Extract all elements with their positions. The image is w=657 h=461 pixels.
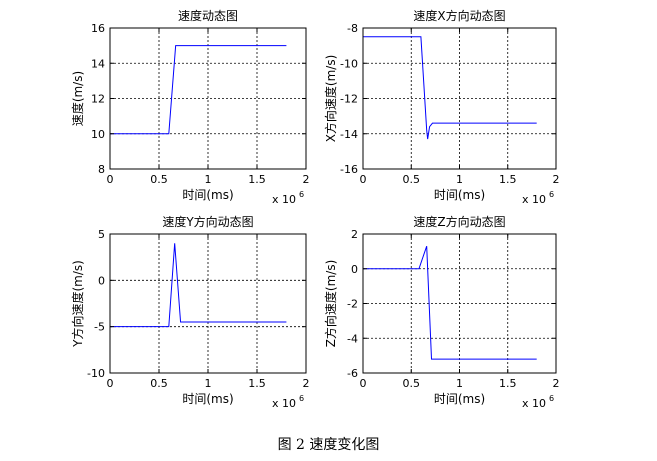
x-axis-label: 时间(ms) [434, 188, 485, 202]
chart-title: 速度Y方向动态图 [162, 214, 253, 229]
x-multiplier-label: x 10 [272, 397, 296, 410]
chart-title: 速度X方向动态图 [413, 8, 505, 23]
y-tick-label: 8 [98, 163, 105, 176]
x-tick-label: 0.5 [403, 377, 421, 390]
x-tick-label: 2 [303, 377, 310, 390]
x-tick-label: 0 [360, 377, 367, 390]
y-axis-label: 速度(m/s) [70, 71, 85, 126]
x-axis-label: 时间(ms) [434, 392, 485, 406]
y-tick-label: 0 [98, 274, 105, 287]
x-multiplier-label: x 10 [522, 193, 546, 206]
series-line-1 [363, 36, 537, 140]
x-multiplier-exponent: 6 [299, 394, 304, 403]
x-multiplier-label: x 10 [272, 193, 296, 206]
y-tick-label: -6 [347, 367, 358, 380]
y-tick-label: 0 [351, 263, 358, 276]
y-tick-label: -10 [340, 57, 358, 70]
chart-title: 速度Z方向动态图 [413, 214, 505, 229]
figure-caption: 图 2 速度变化图 [277, 437, 380, 453]
x-axis-label: 时间(ms) [182, 392, 233, 406]
x-tick-label: 0.5 [150, 173, 168, 186]
x-axis-label: 时间(ms) [182, 188, 233, 202]
x-tick-label: 1.5 [248, 377, 266, 390]
x-tick-label: 0.5 [403, 173, 421, 186]
y-tick-label: -12 [340, 93, 358, 106]
x-tick-label: 1 [456, 377, 463, 390]
x-tick-label: 1.5 [499, 377, 517, 390]
y-tick-label: 16 [91, 22, 105, 35]
y-axis-label: Y方向速度(m/s) [70, 260, 85, 348]
y-tick-label: -5 [94, 321, 105, 334]
y-tick-label: 14 [91, 57, 105, 70]
y-tick-label: 5 [98, 228, 105, 241]
x-multiplier-exponent: 6 [549, 394, 554, 403]
series-line-1 [110, 243, 287, 328]
y-axis-label: X方向速度(m/s) [323, 55, 338, 143]
x-multiplier-exponent: 6 [549, 190, 554, 199]
x-tick-label: 0 [107, 173, 114, 186]
y-tick-label: 12 [91, 93, 105, 106]
x-tick-label: 1.5 [499, 173, 517, 186]
x-tick-label: 1 [205, 173, 212, 186]
x-tick-label: 0 [360, 173, 367, 186]
chart-title: 速度动态图 [178, 8, 238, 23]
x-tick-label: 1.5 [248, 173, 266, 186]
y-tick-label: 10 [91, 128, 105, 141]
x-multiplier-exponent: 6 [299, 190, 304, 199]
series-line-1 [110, 45, 287, 135]
y-tick-label: -14 [340, 128, 358, 141]
x-tick-label: 1 [205, 377, 212, 390]
y-tick-label: -2 [347, 298, 358, 311]
y-axis-label: Z方向速度(m/s) [323, 260, 338, 348]
x-tick-label: 2 [553, 377, 560, 390]
y-tick-label: -16 [340, 163, 358, 176]
x-tick-label: 0.5 [150, 377, 168, 390]
x-tick-label: 2 [303, 173, 310, 186]
x-multiplier-label: x 10 [522, 397, 546, 410]
x-tick-label: 0 [107, 377, 114, 390]
x-tick-label: 1 [456, 173, 463, 186]
y-tick-label: -4 [347, 332, 358, 345]
series-line-1 [363, 245, 537, 360]
y-tick-label: -8 [347, 22, 358, 35]
x-tick-label: 2 [553, 173, 560, 186]
y-tick-label: 2 [351, 228, 358, 241]
y-tick-label: -10 [87, 367, 105, 380]
